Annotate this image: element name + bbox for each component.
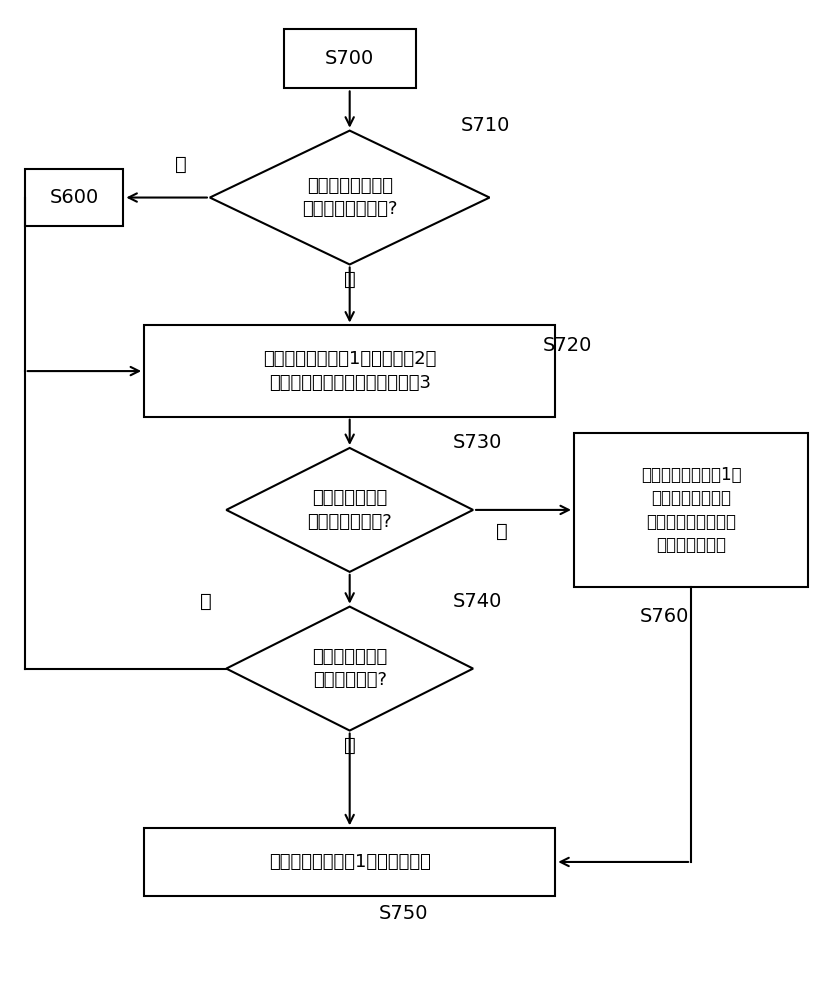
Text: 区域流量监测装置1进入休眠模式: 区域流量监测装置1进入休眠模式	[268, 853, 430, 871]
Text: 否: 否	[344, 735, 356, 754]
Text: 是否具有先前未传
输成功的队列数据?: 是否具有先前未传 输成功的队列数据?	[302, 177, 397, 218]
Text: 是否在延迟时间
内收到系统回应?: 是否在延迟时间 内收到系统回应?	[307, 489, 392, 531]
Text: 是: 是	[175, 155, 187, 174]
Bar	[144, 325, 555, 417]
Bar	[574, 433, 809, 587]
Text: S760: S760	[639, 607, 689, 626]
Bar	[25, 169, 124, 226]
Text: S600: S600	[50, 188, 99, 207]
Polygon shape	[210, 131, 489, 264]
Text: S720: S720	[543, 336, 593, 355]
Text: 区域流量监测装置1将
当次欲传输的传输
数据变为队列数据，
且存回存储单元: 区域流量监测装置1将 当次欲传输的传输 数据变为队列数据， 且存回存储单元	[641, 466, 741, 554]
Polygon shape	[226, 448, 473, 572]
Text: S710: S710	[460, 116, 510, 135]
Text: S750: S750	[378, 904, 428, 923]
Bar	[284, 29, 416, 88]
Text: 区域流量监测装置1以穿透管道2的
方式将传输数据传输至远端系统3: 区域流量监测装置1以穿透管道2的 方式将传输数据传输至远端系统3	[263, 350, 436, 392]
Text: S730: S730	[453, 433, 502, 452]
Text: 否: 否	[344, 270, 356, 289]
Text: 否: 否	[496, 522, 508, 541]
Text: S740: S740	[453, 592, 502, 611]
Polygon shape	[226, 607, 473, 731]
Text: 是否具有尚未传
输的传输数据?: 是否具有尚未传 输的传输数据?	[312, 648, 387, 689]
Bar	[144, 828, 555, 896]
Text: 是: 是	[199, 592, 212, 611]
Text: S700: S700	[325, 49, 374, 68]
